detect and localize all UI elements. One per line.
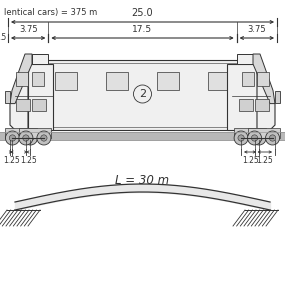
Bar	[255, 99, 269, 111]
Bar	[106, 72, 128, 90]
Circle shape	[41, 135, 47, 141]
Text: 1.25: 1.25	[242, 156, 258, 165]
Bar	[5, 128, 37, 138]
Text: 2: 2	[139, 89, 146, 99]
Circle shape	[9, 135, 16, 141]
Circle shape	[238, 135, 244, 141]
Text: 1.25: 1.25	[3, 156, 20, 165]
Bar	[275, 91, 280, 103]
Circle shape	[266, 131, 280, 145]
Text: 1.25: 1.25	[256, 156, 273, 165]
Bar	[248, 128, 280, 138]
Bar	[32, 99, 46, 111]
Bar	[239, 99, 253, 111]
Polygon shape	[10, 64, 28, 130]
Bar	[5, 91, 10, 103]
Circle shape	[37, 131, 51, 145]
Text: .5: .5	[0, 34, 6, 42]
Bar	[19, 128, 51, 138]
Bar	[242, 72, 254, 86]
Polygon shape	[253, 54, 275, 104]
Bar	[208, 72, 230, 90]
Text: lentical cars) = 375 m: lentical cars) = 375 m	[4, 8, 97, 17]
Polygon shape	[32, 54, 48, 64]
Circle shape	[248, 131, 262, 145]
Circle shape	[269, 135, 276, 141]
Text: 1.25: 1.25	[20, 156, 36, 165]
Circle shape	[23, 131, 37, 145]
Bar	[0, 132, 285, 140]
Circle shape	[234, 131, 248, 145]
Text: 3.75: 3.75	[247, 25, 266, 34]
Bar	[157, 72, 179, 90]
Bar	[49, 63, 236, 127]
Bar	[16, 72, 28, 86]
Text: L = 30 m: L = 30 m	[115, 174, 169, 186]
Bar	[32, 72, 44, 86]
Circle shape	[256, 135, 262, 141]
Bar	[16, 99, 30, 111]
Circle shape	[252, 131, 266, 145]
Circle shape	[19, 131, 33, 145]
Circle shape	[27, 135, 34, 141]
Bar	[234, 128, 266, 138]
Bar	[55, 72, 77, 90]
Circle shape	[5, 131, 19, 145]
Polygon shape	[257, 64, 275, 130]
Circle shape	[251, 135, 258, 141]
Bar	[227, 64, 257, 130]
Text: 17.5: 17.5	[133, 25, 152, 34]
Circle shape	[23, 135, 29, 141]
Bar	[257, 72, 269, 86]
Bar	[28, 64, 53, 130]
Polygon shape	[237, 54, 253, 64]
Text: 25.0: 25.0	[132, 8, 153, 18]
Bar	[46, 60, 239, 130]
Polygon shape	[10, 54, 32, 104]
Text: 3.75: 3.75	[19, 25, 38, 34]
